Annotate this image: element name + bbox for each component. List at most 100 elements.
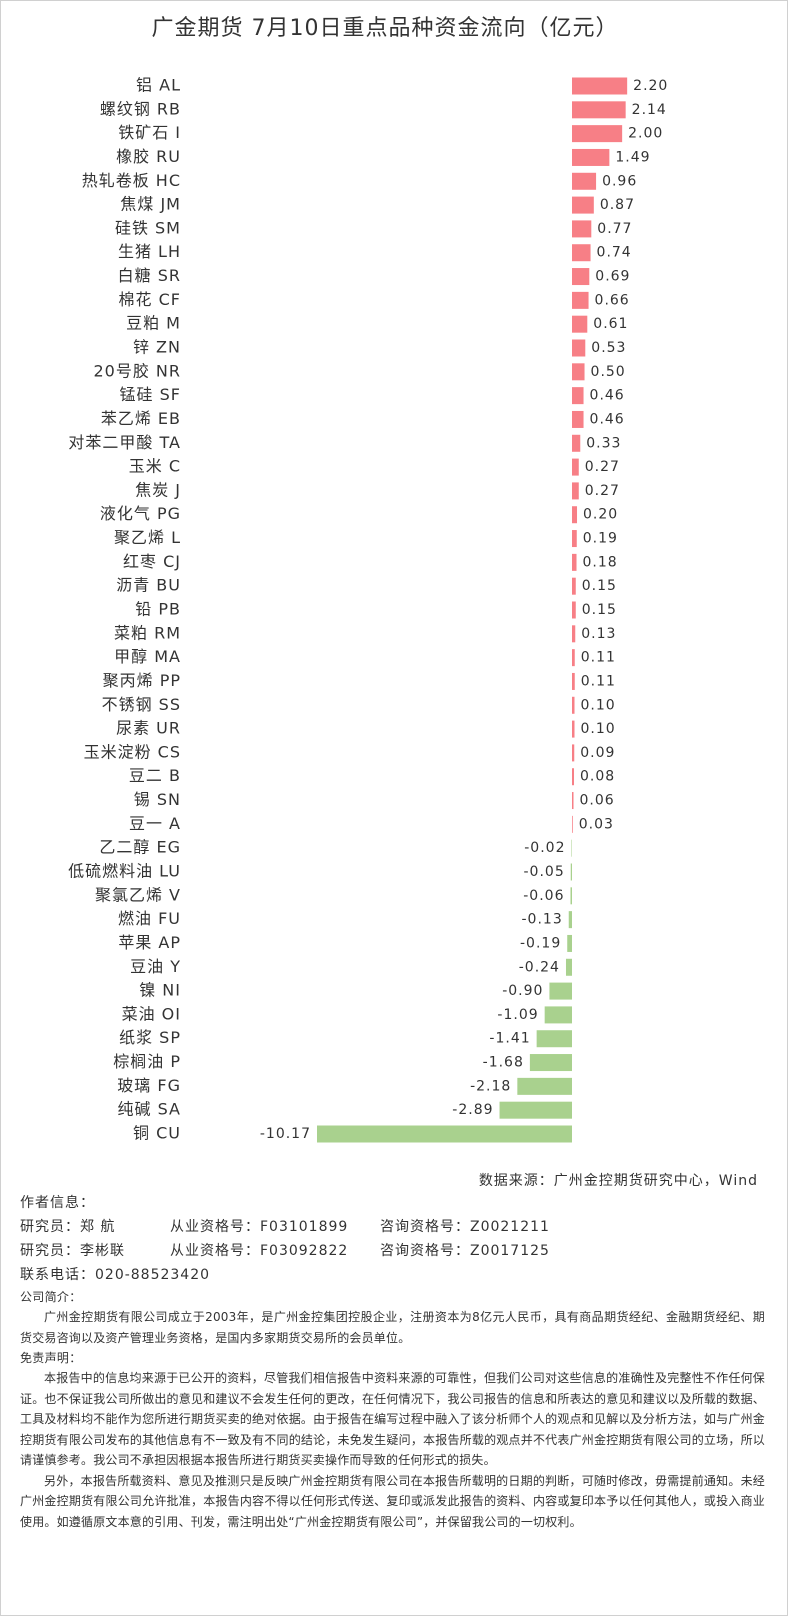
value-label: 0.96	[602, 173, 637, 189]
value-label: 0.69	[595, 269, 630, 285]
bar	[572, 815, 573, 833]
value-label: 2.20	[633, 78, 668, 94]
value-label: 0.10	[581, 697, 616, 713]
bar	[572, 291, 589, 309]
bar	[572, 649, 575, 667]
bar	[572, 768, 575, 786]
value-label: 0.66	[595, 292, 630, 308]
bar	[572, 744, 575, 762]
value-label: 0.20	[583, 507, 618, 523]
bar	[572, 339, 586, 357]
value-label: 2.14	[632, 102, 667, 118]
category-label: 棉花 CF	[119, 290, 181, 309]
bar	[536, 1030, 572, 1048]
category-label: 燃油 FU	[118, 909, 181, 928]
value-label: 0.77	[597, 221, 632, 237]
category-label: 玉米淀粉 CS	[84, 742, 181, 761]
category-label: 不锈钢 SS	[102, 695, 181, 714]
category-label: 低硫燃料油 LU	[68, 862, 181, 881]
category-label: 苯乙烯 EB	[101, 409, 181, 428]
value-label: -1.41	[489, 1031, 530, 1047]
researcher-row: 研究员：李彬联 从业资格号：F03092822 咨询资格号：Z0017125	[20, 1239, 765, 1263]
bar	[572, 148, 610, 166]
category-label: 聚乙烯 L	[114, 528, 181, 547]
bar	[572, 458, 579, 476]
bar	[572, 77, 628, 95]
bar	[572, 720, 575, 738]
value-label: 0.53	[591, 340, 626, 356]
value-label: 1.49	[615, 149, 650, 165]
researcher: 研究员：李彬联	[20, 1243, 125, 1259]
bar	[544, 1006, 572, 1024]
category-label: 甲醇 MA	[114, 647, 181, 666]
bar	[529, 1054, 572, 1072]
intro: 广州金控期货有限公司成立于2003年，是广州金控集团控股企业，注册资本为8亿元人…	[20, 1310, 765, 1345]
phone: 联系电话：020-88523420	[20, 1267, 211, 1283]
author-heading: 作者信息：	[20, 1195, 95, 1211]
value-label: 0.27	[585, 459, 620, 475]
value-label: 0.11	[581, 673, 616, 689]
value-label: 0.09	[580, 745, 615, 761]
bar	[572, 792, 574, 810]
disclaimer: 本报告中的信息均来源于已公开的资料，尽管我们相信报告中资料来源的可靠性，但我们公…	[20, 1371, 765, 1467]
category-label: 生猪 LH	[118, 242, 181, 261]
value-label: -0.24	[519, 959, 560, 975]
disclaimer: 另外，本报告所载资料、意见及推测只是反映广州金控期货有限公司在本报告所载明的日期…	[20, 1473, 765, 1529]
category-label: 锰硅 SF	[120, 385, 181, 404]
category-label: 纯碱 SA	[118, 1100, 182, 1119]
category-label: 锌 ZN	[133, 338, 181, 357]
chart: 广金期货 7月10日重点品种资金流向（亿元） 数据来源：广州金控期货研究中心，W…	[68, 16, 758, 1186]
bar	[567, 934, 572, 952]
bar	[572, 434, 581, 452]
category-label: 焦煤 JM	[120, 195, 181, 214]
bar	[570, 887, 572, 905]
bar	[572, 672, 575, 690]
value-label: 0.08	[580, 769, 615, 785]
category-label: 焦炭 J	[135, 480, 181, 499]
value-label: -2.18	[470, 1078, 511, 1094]
bar	[572, 244, 591, 262]
bar	[499, 1101, 572, 1119]
license: 从业资格号：F03101899	[170, 1219, 349, 1235]
bar	[572, 601, 576, 619]
category-label: 硅铁 SM	[115, 218, 181, 237]
value-label: -0.90	[502, 983, 543, 999]
consult-license: 咨询资格号：Z0017125	[380, 1243, 550, 1259]
bar	[517, 1077, 572, 1095]
category-label: 尿素 UR	[116, 719, 181, 738]
category-label: 玉米 C	[129, 457, 181, 476]
value-label: 0.27	[585, 483, 620, 499]
disclaimer-heading: 免责声明：	[20, 1351, 82, 1365]
chart-title: 广金期货 7月10日重点品种资金流向（亿元）	[152, 16, 619, 41]
category-label: 豆粕 M	[126, 314, 181, 333]
bar	[572, 172, 597, 190]
bar	[572, 363, 585, 381]
value-label: 0.15	[582, 602, 617, 618]
category-label: 豆一 A	[129, 814, 181, 833]
value-label: 0.61	[593, 316, 628, 332]
category-label: 苹果 AP	[118, 933, 181, 952]
bar	[572, 220, 592, 238]
value-label: -0.02	[524, 840, 565, 856]
source: 数据来源：广州金控期货研究中心，Wind	[479, 1172, 758, 1186]
value-label: 0.74	[597, 245, 632, 261]
value-label: 0.10	[581, 721, 616, 737]
value-label: -0.05	[524, 864, 565, 880]
category-label: 铝 AL	[136, 76, 181, 95]
value-label: -0.06	[523, 888, 564, 904]
category-label: 红枣 CJ	[123, 552, 181, 571]
category-label: 棕榈油 P	[113, 1052, 181, 1071]
value-label: -0.19	[520, 935, 561, 951]
bar	[572, 506, 578, 524]
bar	[572, 482, 579, 500]
value-label: -1.09	[497, 1007, 538, 1023]
value-label: 2.00	[628, 126, 663, 142]
category-label: 乙二醇 EG	[99, 838, 181, 857]
value-label: 0.46	[590, 411, 625, 427]
value-label: 0.50	[591, 364, 626, 380]
bar	[572, 125, 623, 143]
category-label: 铜 CU	[133, 1124, 181, 1143]
bar	[572, 625, 576, 643]
category-label: 橡胶 RU	[116, 147, 181, 166]
